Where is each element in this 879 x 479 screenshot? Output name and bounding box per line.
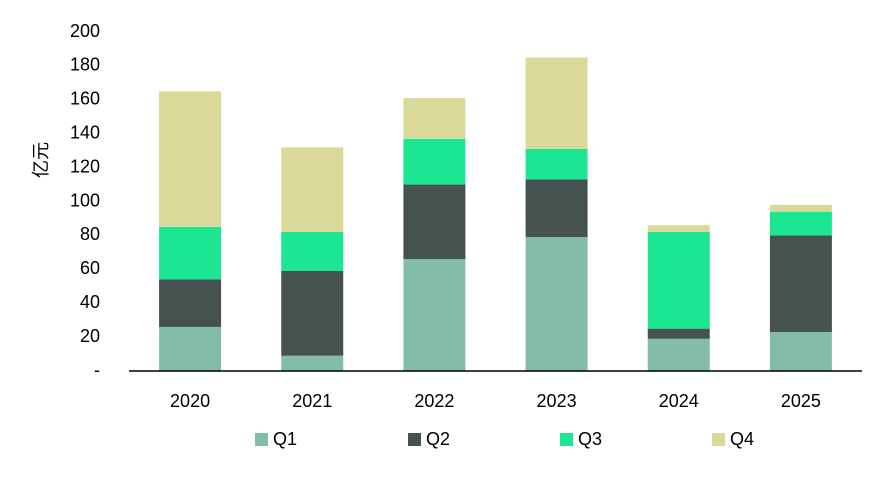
bar-segment (281, 270, 344, 356)
legend-swatch (255, 433, 268, 446)
bar-segment (159, 91, 222, 227)
bar-segment (403, 184, 466, 260)
y-tick-label: 180 (70, 55, 100, 75)
bar-segment (647, 232, 710, 329)
x-tick-label: 2020 (170, 391, 210, 411)
bar-segment (159, 326, 222, 371)
bar-segment (281, 147, 344, 233)
y-tick-label: 100 (70, 190, 100, 210)
bar-segment (647, 225, 710, 233)
legend-swatch (408, 433, 421, 446)
legend-label: Q3 (578, 429, 602, 449)
legend-label: Q4 (730, 429, 754, 449)
y-tick-label: 160 (70, 89, 100, 109)
y-tick-label: - (94, 360, 100, 380)
x-tick-label: 2024 (659, 391, 699, 411)
bar-segment (403, 138, 466, 185)
x-tick-label: 2025 (781, 391, 821, 411)
legend-swatch (712, 433, 725, 446)
x-tick-label: 2021 (292, 391, 332, 411)
legend-label: Q2 (426, 429, 450, 449)
y-tick-label: 60 (80, 258, 100, 278)
bar-segment (281, 232, 344, 271)
bar-segment (769, 204, 832, 212)
y-tick-label: 40 (80, 292, 100, 312)
bar-segment (647, 328, 710, 339)
bar-segment (403, 98, 466, 139)
y-tick-label: 200 (70, 21, 100, 41)
legend-label: Q1 (273, 429, 297, 449)
bar-segment (159, 226, 222, 280)
legend-swatch (560, 433, 573, 446)
bar-segment (769, 332, 832, 371)
bar-segment (403, 259, 466, 371)
y-axis-label: 亿元 (31, 142, 51, 178)
x-tick-label: 2023 (537, 391, 577, 411)
bar-segment (159, 279, 222, 327)
y-tick-label: 120 (70, 156, 100, 176)
bar-segment (647, 338, 710, 371)
bar-segment (525, 237, 588, 371)
bar-segment (525, 148, 588, 180)
bar-segment (769, 211, 832, 236)
bar-segment (525, 57, 588, 149)
y-tick-label: 80 (80, 224, 100, 244)
x-tick-label: 2022 (414, 391, 454, 411)
bar-segment (769, 235, 832, 333)
y-tick-label: 140 (70, 122, 100, 142)
bar-segment (281, 355, 344, 371)
bar-segment (525, 179, 588, 238)
y-tick-label: 20 (80, 326, 100, 346)
